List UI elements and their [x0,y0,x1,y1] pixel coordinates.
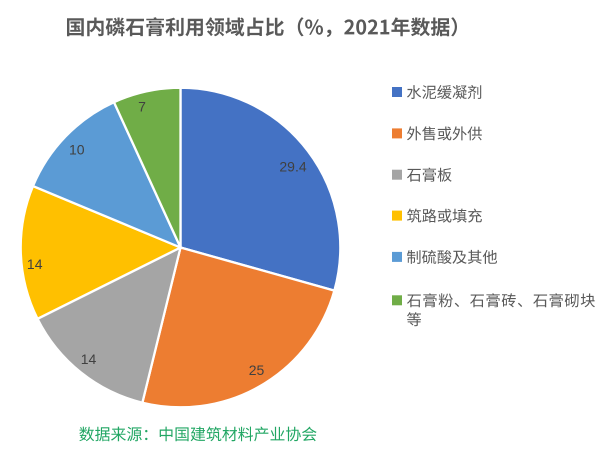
svg-text:7: 7 [138,99,146,115]
svg-text:25: 25 [249,362,265,378]
svg-text:14: 14 [81,351,97,367]
svg-text:29.4: 29.4 [279,159,306,175]
svg-text:10: 10 [69,142,85,158]
svg-text:14: 14 [27,256,43,272]
